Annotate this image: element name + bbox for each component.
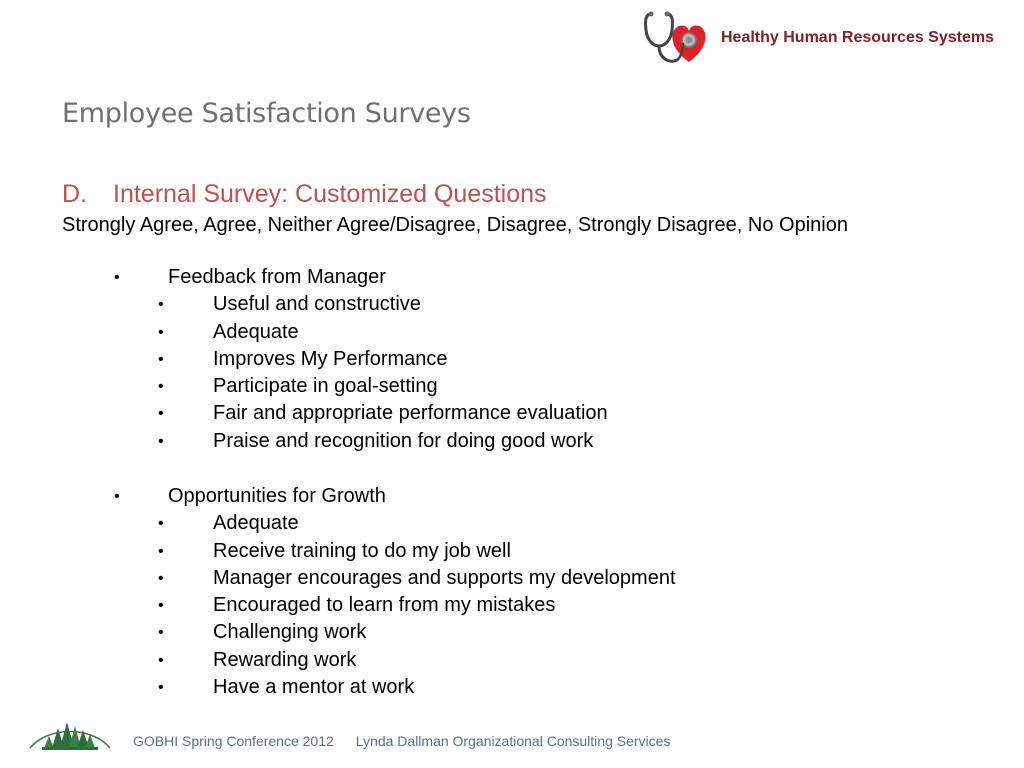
list-item: • Rewarding work <box>0 647 463 674</box>
slide-title: Employee Satisfaction Surveys <box>62 98 471 129</box>
bullet: • <box>158 624 164 642</box>
list-item: • Encouraged to learn from my mistakes <box>0 592 555 619</box>
list-item: • Improves My Performance <box>0 346 448 373</box>
bullet: • <box>158 432 164 450</box>
bullet: • <box>158 350 164 368</box>
group-heading: • Opportunities for Growth <box>0 483 463 510</box>
list-item: • Fair and appropriate performance evalua… <box>0 400 608 427</box>
bullet: • <box>158 323 164 341</box>
bullet: • <box>158 651 164 669</box>
bullet: • <box>158 569 164 587</box>
list-item: • Have a mentor at work <box>0 674 463 701</box>
footer: GOBHI Spring Conference 2012 Lynda Dallma… <box>133 733 670 749</box>
bullet: • <box>158 296 164 314</box>
bullet: • <box>158 515 164 533</box>
list-item: • Participate in goal-setting <box>0 373 438 400</box>
list-item: • Adequate <box>0 319 395 346</box>
bullet: • <box>158 679 164 697</box>
group-heading: • Feedback from Manager <box>0 264 395 291</box>
evergreen-trees-icon <box>29 722 111 750</box>
bullet: • <box>158 405 164 423</box>
section-title: Internal Survey: Customized Questions <box>113 180 547 208</box>
list-item: • Receive training to do my job well <box>0 538 511 565</box>
list-item: • Praise and recognition for doing good w… <box>0 428 593 455</box>
question-group-growth: • Opportunities for Growth • Adequate • Rec… <box>0 483 676 701</box>
list-item: • Useful and constructive <box>0 291 421 318</box>
footer-conference: GOBHI Spring Conference 2012 <box>133 733 334 749</box>
bullet: • <box>158 378 164 396</box>
bullet: • <box>158 542 164 560</box>
stethoscope-heart-icon <box>644 11 706 63</box>
footer-organization: Lynda Dallman Organizational Consulting … <box>355 733 671 749</box>
question-group-feedback: • Feedback from Manager • Useful and const… <box>0 264 608 455</box>
bullet: • <box>114 269 120 286</box>
brand-header: Healthy Human Resources Systems <box>639 8 994 68</box>
list-item: • Manager encourages and supports my deve… <box>0 565 676 592</box>
bullet: • <box>114 488 120 505</box>
list-item: • Challenging work <box>0 619 463 646</box>
list-item: • Adequate <box>0 510 463 537</box>
bullet: • <box>158 597 164 615</box>
section-letter: D. <box>62 180 87 208</box>
section-heading: D. Internal Survey: Customized Questions <box>62 180 547 209</box>
brand-name: Healthy Human Resources Systems <box>721 29 994 46</box>
response-scale: Strongly Agree, Agree, Neither Agree/Dis… <box>62 214 848 236</box>
